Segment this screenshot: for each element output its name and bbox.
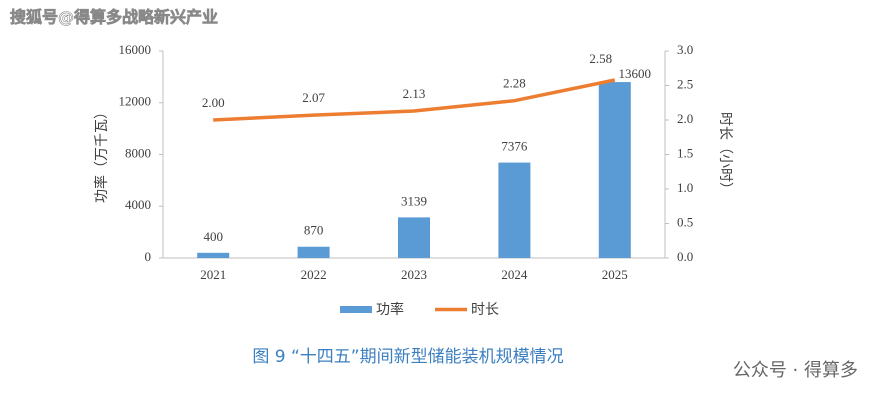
y-tick-label: 12000: [119, 94, 152, 109]
y-tick-label: 0: [145, 249, 152, 264]
y2-tick-label: 1.0: [677, 180, 693, 195]
legend-swatch: [340, 306, 372, 313]
bar-value-label: 7376: [501, 139, 528, 154]
x-tick-label: 2024: [501, 267, 528, 282]
y-tick-label: 16000: [119, 42, 152, 57]
y2-tick-label: 1.5: [677, 145, 693, 160]
y-tick-label: 8000: [125, 145, 151, 160]
line: [213, 78, 616, 122]
line-value-label: 2.28: [503, 76, 526, 91]
y2-axis-label: 时长（小时）: [717, 112, 733, 196]
bar-value-label: 870: [304, 223, 324, 238]
y-axis-label: 功率（万千瓦）: [93, 105, 110, 203]
y2-tick-label: 2.0: [677, 111, 693, 126]
x-tick-label: 2021: [200, 267, 226, 282]
x-tick-label: 2023: [401, 267, 427, 282]
x-tick-label: 2022: [301, 267, 327, 282]
bar: [197, 252, 230, 258]
caption: 图 9 “十四五”期间新型储能装机规模情况: [252, 347, 563, 367]
footer: 公众号 · 得算多: [733, 360, 858, 381]
bar-value-label: 3139: [401, 193, 427, 208]
line-value-label: 2.07: [302, 90, 325, 105]
watermark: 搜狐号@得算多战略新兴产业: [10, 8, 218, 27]
line-value-label: 2.00: [202, 95, 225, 110]
bar-value-label: 400: [203, 229, 223, 244]
legend-label: 时长: [471, 302, 499, 318]
bar-value-label: 13600: [619, 66, 652, 81]
y-tick-label: 4000: [125, 197, 151, 212]
y2-tick-label: 3.0: [677, 42, 693, 57]
bar: [598, 82, 631, 258]
line-value-label: 2.58: [589, 51, 612, 66]
line-value-label: 2.13: [403, 86, 426, 101]
bar: [297, 246, 330, 258]
y2-tick-label: 0.0: [677, 249, 693, 264]
legend-label: 功率: [376, 301, 404, 318]
x-tick-label: 2025: [602, 267, 628, 282]
y2-tick-label: 2.5: [677, 76, 693, 91]
y2-tick-label: 0.5: [677, 214, 693, 229]
bar: [498, 162, 531, 258]
bar: [398, 217, 430, 258]
